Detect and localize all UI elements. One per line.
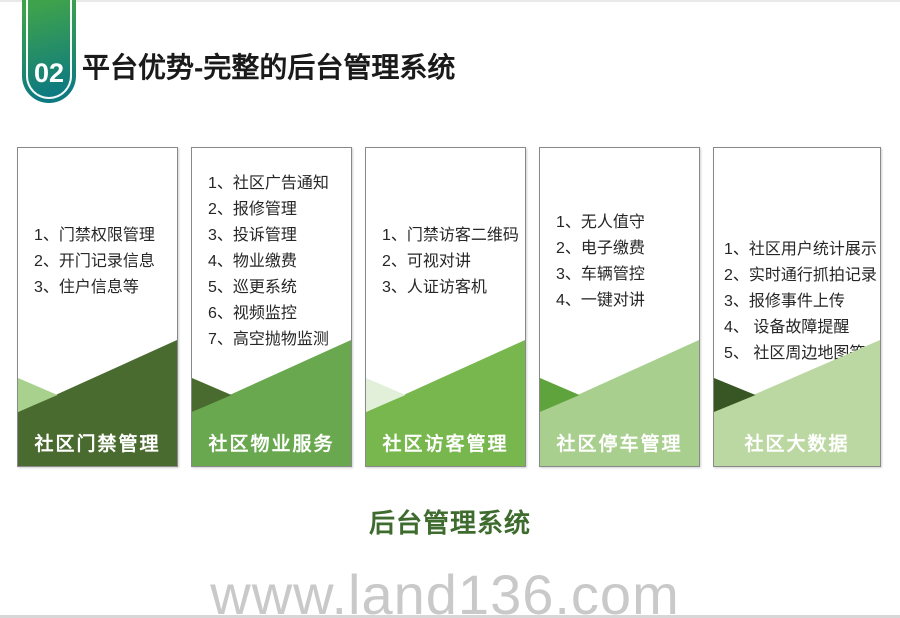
card-big-data: 1、社区用户统计展示 2、实时通行抓拍记录 3、报修事件上传 4、 设备故障提醒 5、 … [713, 147, 881, 467]
section-number: 02 [33, 58, 65, 88]
list-item: 7、高空抛物监测 [208, 331, 329, 348]
card-item-list: 1、无人值守 2、电子缴费 3、车辆管控 4、一键对讲 [540, 173, 697, 351]
section-ribbon: 02 [22, 0, 76, 103]
footer-heading: 后台管理系统 [368, 508, 531, 538]
page-title: 平台优势-完整的后台管理系统 [82, 52, 456, 83]
accent-triangle [714, 378, 756, 412]
card-property-service: 1、社区广告通知 2、报修管理 3、投诉管理 4、物业缴费 5、巡更系统 6、视频监控 7、… [191, 147, 352, 467]
banner-shape [714, 340, 880, 466]
list-item: 1、社区广告通知 [208, 175, 329, 192]
list-item: 2、开门记录信息 [34, 253, 155, 270]
banner-graphic [192, 340, 351, 466]
card-item-list: 1、社区用户统计展示 2、实时通行抓拍记录 3、报修事件上传 4、 设备故障提醒 5、 … [714, 208, 878, 396]
list-item: 1、门禁访客二维码 [382, 227, 519, 244]
card-footer: 社区访客管理 [366, 336, 525, 466]
feature-cards-row: 1、门禁权限管理 2、开门记录信息 3、住户信息等 社区门禁管理 1、社区广告通知 2… [17, 147, 881, 467]
card-footer: 社区停车管理 [540, 336, 699, 466]
top-edge-line [0, 0, 900, 2]
list-item: 2、实时通行抓拍记录 [724, 267, 877, 284]
list-item: 3、车辆管控 [556, 266, 645, 283]
list-item: 3、投诉管理 [208, 227, 297, 244]
list-item: 4、 设备故障提醒 [724, 319, 850, 336]
banner-shape [18, 340, 177, 466]
list-item: 2、可视对讲 [382, 253, 471, 270]
list-item: 5、巡更系统 [208, 279, 297, 296]
card-door-access: 1、门禁权限管理 2、开门记录信息 3、住户信息等 社区门禁管理 [17, 147, 178, 467]
list-item: 3、报修事件上传 [724, 293, 845, 310]
banner-graphic [18, 340, 177, 466]
banner-shape [366, 340, 525, 466]
card-banner-label: 社区大数据 [744, 434, 850, 455]
card-footer: 社区大数据 [714, 336, 880, 466]
card-item-list: 1、门禁访客二维码 2、可视对讲 3、人证访客机 [366, 173, 523, 351]
watermark: www.land136.com [210, 563, 680, 618]
accent-triangle [192, 378, 232, 412]
bottom-edge-line [0, 615, 900, 618]
list-item: 4、物业缴费 [208, 253, 297, 270]
card-banner-label: 社区门禁管理 [34, 434, 161, 455]
card-item-list: 1、社区广告通知 2、报修管理 3、投诉管理 4、物业缴费 5、巡更系统 6、视频监控 7、… [192, 173, 349, 351]
accent-triangle [366, 378, 406, 412]
accent-triangle [540, 378, 580, 412]
accent-triangle [18, 378, 58, 412]
list-item: 4、一键对讲 [556, 292, 645, 309]
list-item: 6、视频监控 [208, 305, 297, 322]
banner-shape [540, 340, 699, 466]
list-item: 1、社区用户统计展示 [724, 241, 877, 258]
list-item: 1、门禁权限管理 [34, 227, 155, 244]
banner-shape [192, 340, 351, 466]
card-item-list: 1、门禁权限管理 2、开门记录信息 3、住户信息等 [18, 173, 175, 351]
banner-graphic [714, 340, 880, 466]
section-ribbon-border [26, 0, 72, 99]
card-banner-label: 社区访客管理 [382, 434, 509, 455]
card-parking-management: 1、无人值守 2、电子缴费 3、车辆管控 4、一键对讲 社区停车管理 [539, 147, 700, 467]
banner-graphic [540, 340, 699, 466]
card-banner-label: 社区物业服务 [208, 434, 335, 455]
card-visitor-management: 1、门禁访客二维码 2、可视对讲 3、人证访客机 社区访客管理 [365, 147, 526, 467]
banner-graphic [366, 340, 525, 466]
list-item: 3、住户信息等 [34, 279, 139, 296]
list-item: 2、报修管理 [208, 201, 297, 218]
card-banner-label: 社区停车管理 [556, 434, 683, 455]
list-item: 5、 社区周边地图等 [724, 345, 866, 362]
list-item: 1、无人值守 [556, 214, 645, 231]
card-footer: 社区物业服务 [192, 336, 351, 466]
list-item: 3、人证访客机 [382, 279, 487, 296]
list-item: 2、电子缴费 [556, 240, 645, 257]
card-footer: 社区门禁管理 [18, 336, 177, 466]
